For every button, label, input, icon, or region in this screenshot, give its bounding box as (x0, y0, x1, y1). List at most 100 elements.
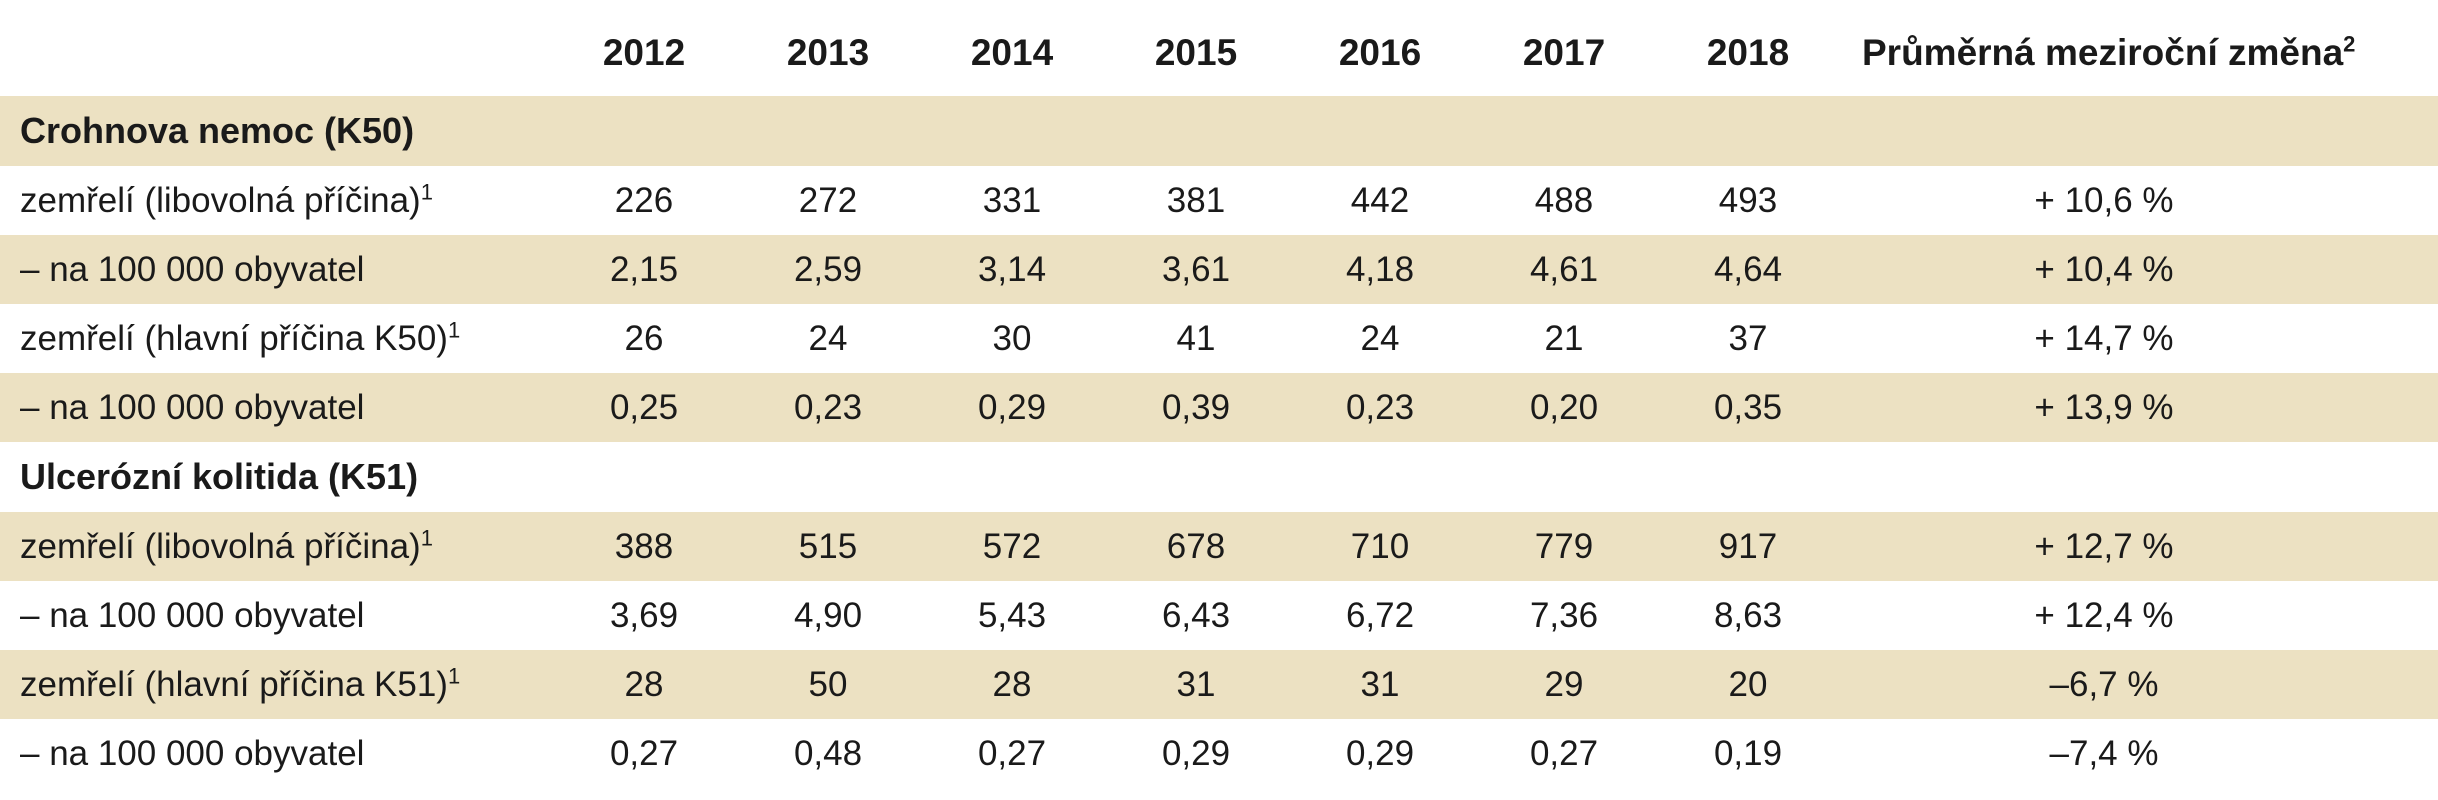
avg-change-cell: –7,4 % (1840, 719, 2438, 788)
value-cell: 24 (1288, 304, 1472, 373)
value-cell: 0,25 (552, 373, 736, 442)
value-cell: 442 (1288, 166, 1472, 235)
value-cell: 41 (1104, 304, 1288, 373)
value-cell: 0,27 (920, 719, 1104, 788)
header-row: 2012 2013 2014 2015 2016 2017 2018 Průmě… (0, 10, 2438, 96)
avg-change-cell: + 12,4 % (1840, 581, 2438, 650)
value-cell: 488 (1472, 166, 1656, 235)
table-row: zemřelí (hlavní příčina K50)1 26 24 30 41 24 2… (0, 304, 2438, 373)
value-cell: 0,29 (1288, 719, 1472, 788)
value-cell: 0,23 (1288, 373, 1472, 442)
row-label: zemřelí (hlavní příčina K50) (20, 318, 448, 358)
value-cell: 0,39 (1104, 373, 1288, 442)
section-title: Ulcerózní kolitida (K51) (0, 442, 2438, 512)
value-cell: 0,29 (1104, 719, 1288, 788)
section-header-row: Ulcerózní kolitida (K51) (0, 442, 2438, 512)
row-label-cell: – na 100 000 obyvatel (0, 581, 552, 650)
row-label: zemřelí (libovolná příčina) (20, 180, 421, 220)
avg-change-cell: + 10,6 % (1840, 166, 2438, 235)
value-cell: 28 (920, 650, 1104, 719)
header-label (0, 10, 552, 96)
value-cell: 272 (736, 166, 920, 235)
value-cell: 26 (552, 304, 736, 373)
value-cell: 5,43 (920, 581, 1104, 650)
row-label: – na 100 000 obyvatel (20, 249, 365, 289)
table-row: – na 100 000 obyvatel 2,15 2,59 3,14 3,61 4,1… (0, 235, 2438, 304)
row-label-cell: – na 100 000 obyvatel (0, 719, 552, 788)
value-cell: 0,48 (736, 719, 920, 788)
value-cell: 0,20 (1472, 373, 1656, 442)
row-label: zemřelí (libovolná příčina) (20, 526, 421, 566)
mortality-table: 2012 2013 2014 2015 2016 2017 2018 Průmě… (0, 10, 2438, 788)
table-row: – na 100 000 obyvatel 0,25 0,23 0,29 0,39 0,2… (0, 373, 2438, 442)
header-avg-change: Průměrná meziroční změna2 (1840, 10, 2438, 96)
value-cell: 678 (1104, 512, 1288, 581)
avg-change-cell: + 12,7 % (1840, 512, 2438, 581)
value-cell: 31 (1288, 650, 1472, 719)
section-header-row: Crohnova nemoc (K50) (0, 96, 2438, 166)
value-cell: 7,36 (1472, 581, 1656, 650)
row-label-cell: – na 100 000 obyvatel (0, 235, 552, 304)
value-cell: 2,59 (736, 235, 920, 304)
value-cell: 226 (552, 166, 736, 235)
table-row: – na 100 000 obyvatel 3,69 4,90 5,43 6,43 6,7… (0, 581, 2438, 650)
table-row: zemřelí (libovolná příčina)1 388 515 572 678… (0, 512, 2438, 581)
table-row: – na 100 000 obyvatel 0,27 0,48 0,27 0,29 0,2… (0, 719, 2438, 788)
value-cell: 0,23 (736, 373, 920, 442)
value-cell: 0,35 (1656, 373, 1840, 442)
table-body: Crohnova nemoc (K50) zemřelí (libovolná p… (0, 96, 2438, 788)
value-cell: 2,15 (552, 235, 736, 304)
row-label-cell: zemřelí (hlavní příčina K50)1 (0, 304, 552, 373)
footnote-marker: 1 (420, 524, 433, 550)
value-cell: 381 (1104, 166, 1288, 235)
section-title: Crohnova nemoc (K50) (0, 96, 2438, 166)
value-cell: 917 (1656, 512, 1840, 581)
footnote-marker: 1 (447, 662, 461, 688)
avg-change-cell: + 14,7 % (1840, 304, 2438, 373)
value-cell: 28 (552, 650, 736, 719)
value-cell: 8,63 (1656, 581, 1840, 650)
value-cell: 0,27 (552, 719, 736, 788)
value-cell: 331 (920, 166, 1104, 235)
row-label-cell: zemřelí (hlavní příčina K51)1 (0, 650, 552, 719)
row-label: – na 100 000 obyvatel (20, 733, 365, 773)
row-label-cell: zemřelí (libovolná příčina)1 (0, 166, 552, 235)
footnote-marker: 1 (447, 316, 461, 342)
value-cell: 50 (736, 650, 920, 719)
header-year: 2012 (602, 32, 686, 73)
value-cell: 0,19 (1656, 719, 1840, 788)
value-cell: 493 (1656, 166, 1840, 235)
value-cell: 30 (920, 304, 1104, 373)
value-cell: 4,61 (1472, 235, 1656, 304)
value-cell: 37 (1656, 304, 1840, 373)
value-cell: 4,18 (1288, 235, 1472, 304)
value-cell: 3,14 (920, 235, 1104, 304)
value-cell: 6,72 (1288, 581, 1472, 650)
value-cell: 24 (736, 304, 920, 373)
value-cell: 388 (552, 512, 736, 581)
row-label-cell: – na 100 000 obyvatel (0, 373, 552, 442)
value-cell: 29 (1472, 650, 1656, 719)
header-year: 2014 (970, 32, 1054, 73)
value-cell: 0,29 (920, 373, 1104, 442)
avg-change-cell: –6,7 % (1840, 650, 2438, 719)
header-year: 2016 (1338, 32, 1422, 73)
value-cell: 515 (736, 512, 920, 581)
header-year: 2017 (1522, 32, 1606, 73)
table-row: zemřelí (libovolná příčina)1 226 272 331 381… (0, 166, 2438, 235)
value-cell: 779 (1472, 512, 1656, 581)
header-year: 2013 (786, 32, 870, 73)
row-label-cell: zemřelí (libovolná příčina)1 (0, 512, 552, 581)
table-row: zemřelí (hlavní příčina K51)1 28 50 28 31 31 2… (0, 650, 2438, 719)
value-cell: 572 (920, 512, 1104, 581)
avg-change-cell: + 10,4 % (1840, 235, 2438, 304)
value-cell: 4,64 (1656, 235, 1840, 304)
value-cell: 6,43 (1104, 581, 1288, 650)
value-cell: 20 (1656, 650, 1840, 719)
header-year: 2015 (1154, 32, 1238, 73)
value-cell: 3,69 (552, 581, 736, 650)
value-cell: 21 (1472, 304, 1656, 373)
header-avg-change-text: Průměrná meziroční změna (1862, 32, 2344, 73)
value-cell: 4,90 (736, 581, 920, 650)
footnote-marker: 1 (420, 178, 433, 204)
